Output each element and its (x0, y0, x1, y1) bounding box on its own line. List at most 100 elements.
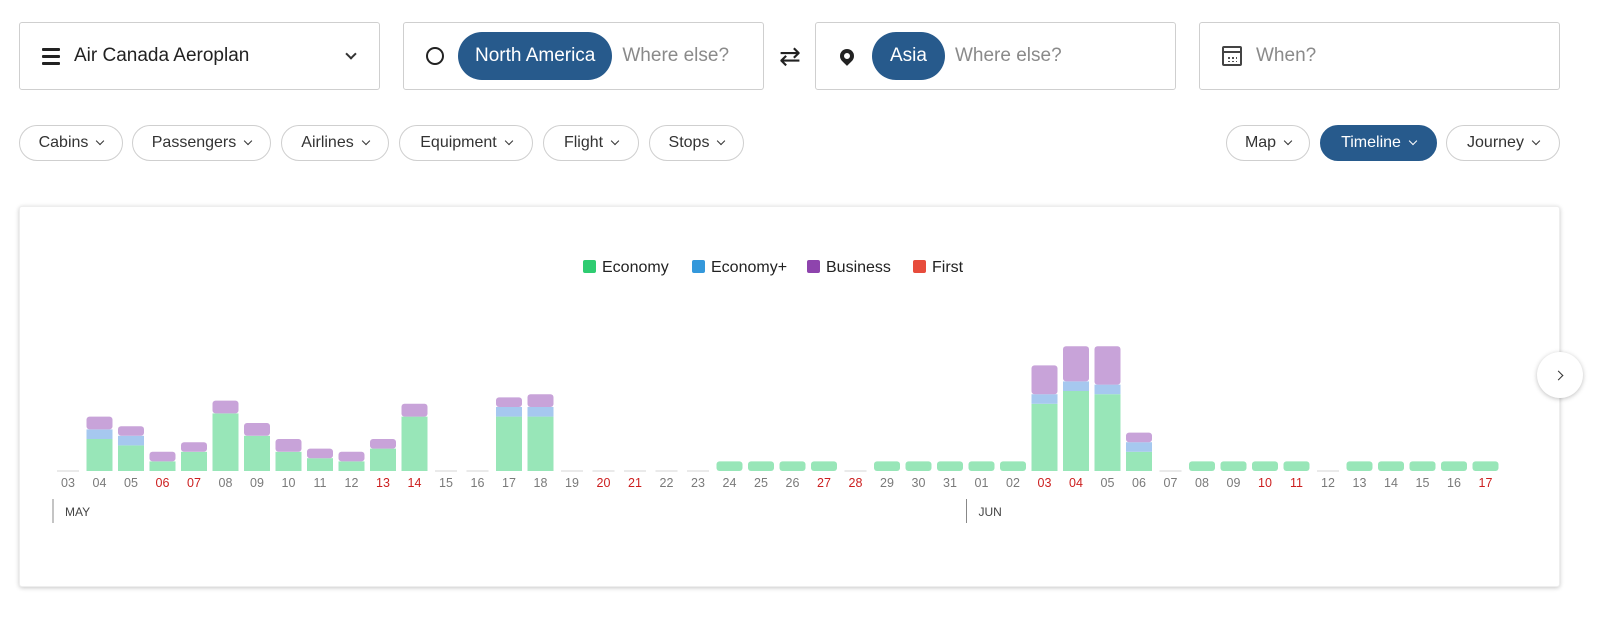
destination-field[interactable]: Asia × (815, 22, 1213, 90)
chevron-down-icon (345, 47, 357, 60)
tick-label: 01 (975, 476, 989, 490)
view-timeline[interactable]: Timeline (1320, 125, 1437, 161)
bar-economy (1189, 461, 1215, 471)
bar-economy (244, 435, 270, 471)
bar-economy (1346, 461, 1373, 471)
bar-economy (527, 416, 554, 471)
bar-business (370, 439, 396, 449)
chevron-down-icon (717, 136, 726, 146)
date-field[interactable] (1199, 22, 1560, 90)
tick-label: 16 (1447, 476, 1461, 490)
bar-business (244, 423, 270, 436)
bar-economy (779, 461, 806, 471)
bar-economy (937, 461, 963, 471)
bar-economy-plus (496, 407, 522, 417)
filter-equipment[interactable]: Equipment (399, 125, 533, 161)
filter-label: Flight (563, 134, 604, 151)
bar-economy (1031, 403, 1058, 471)
tick-label: 19 (565, 476, 579, 490)
program-label: Air Canada Aeroplan (74, 45, 250, 66)
tick-label: 06 (1132, 476, 1146, 490)
tick-label: 05 (124, 476, 138, 490)
bar-business (338, 451, 365, 462)
tick-label: 27 (817, 476, 831, 490)
view-label: Map (1244, 134, 1277, 151)
tick-label: 07 (187, 476, 201, 490)
swap-arrows-icon[interactable]: ⇄ (779, 41, 801, 71)
bar-business (275, 439, 302, 452)
view-map[interactable]: Map (1226, 125, 1310, 161)
bar-business (118, 426, 144, 436)
bar-business (527, 394, 554, 407)
legend-swatch (692, 260, 705, 273)
next-page-button[interactable] (1537, 352, 1583, 398)
bar-economy (1126, 451, 1152, 471)
program-select[interactable]: Air Canada Aeroplan (19, 22, 380, 90)
bar-business (149, 451, 176, 462)
chevron-down-icon (504, 136, 513, 146)
bar-economy (968, 461, 995, 471)
calendar-icon (1222, 46, 1242, 66)
bar-economy (118, 445, 144, 471)
bar-economy (1063, 391, 1089, 471)
chevron-right-icon (1553, 370, 1564, 380)
tick-label: 16 (471, 476, 485, 490)
view-journey[interactable]: Journey (1446, 125, 1560, 161)
origin-field[interactable]: North America × (403, 22, 880, 90)
bar-economy (149, 461, 176, 471)
chevron-down-icon (96, 136, 105, 146)
view-label: Journey (1467, 134, 1524, 151)
filter-label: Equipment (420, 134, 497, 151)
filter-cabins[interactable]: Cabins (19, 125, 123, 161)
bar-economy (496, 416, 522, 471)
timeline-chart-card: Economy Economy+ Business First 03 04 05 06 07 08… (19, 206, 1560, 587)
tick-label: 03 (1038, 476, 1052, 490)
filter-stops[interactable]: Stops (649, 125, 744, 161)
tick-label: 08 (1195, 476, 1209, 490)
tick-label: 18 (534, 476, 548, 490)
bar-economy (811, 461, 837, 471)
bar-business (1126, 432, 1152, 443)
legend-swatch (583, 260, 596, 273)
bar-economy (86, 439, 113, 471)
month-label: JUN (979, 505, 1002, 519)
tick-label: 30 (912, 476, 926, 490)
bar-economy (1283, 461, 1310, 471)
bar-economy (338, 461, 365, 471)
origin-chip[interactable]: North America (458, 32, 613, 80)
tick-label: 17 (502, 476, 516, 490)
bar-business (181, 442, 207, 452)
bar-business (1031, 365, 1058, 395)
date-input[interactable] (1256, 45, 1537, 67)
destination-chip[interactable]: Asia (872, 32, 945, 80)
destination-input[interactable] (954, 45, 1200, 67)
bar-economy (370, 448, 396, 471)
filter-airlines[interactable]: Airlines (281, 125, 389, 161)
filter-flight[interactable]: Flight (543, 125, 639, 161)
tick-label: 31 (943, 476, 957, 490)
bar-economy (1220, 461, 1247, 471)
bar-economy (1409, 461, 1436, 471)
tick-label: 10 (282, 476, 296, 490)
tick-label: 11 (314, 476, 327, 490)
filter-passengers[interactable]: Passengers (132, 125, 271, 161)
chevron-down-icon (361, 136, 370, 146)
bar-business (1063, 346, 1089, 382)
tick-label: 08 (219, 476, 233, 490)
bar-economy (307, 458, 333, 471)
bar-business (86, 416, 113, 430)
view-label: Timeline (1341, 134, 1401, 151)
chevron-down-icon (1283, 136, 1293, 146)
bar-economy-plus (86, 429, 113, 439)
tick-label: 28 (849, 476, 863, 490)
chevron-down-icon (244, 136, 253, 146)
legend-swatch (807, 260, 820, 273)
tick-label: 14 (1384, 476, 1398, 490)
tick-label: 12 (1321, 476, 1335, 490)
timeline-chart: Economy Economy+ Business First 03 04 05 06 07 08… (52, 259, 1499, 523)
bar-economy (716, 461, 743, 471)
bar-economy (181, 451, 207, 471)
tick-label: 11 (1290, 476, 1303, 490)
bar-business (401, 403, 428, 417)
origin-input[interactable] (622, 45, 868, 67)
